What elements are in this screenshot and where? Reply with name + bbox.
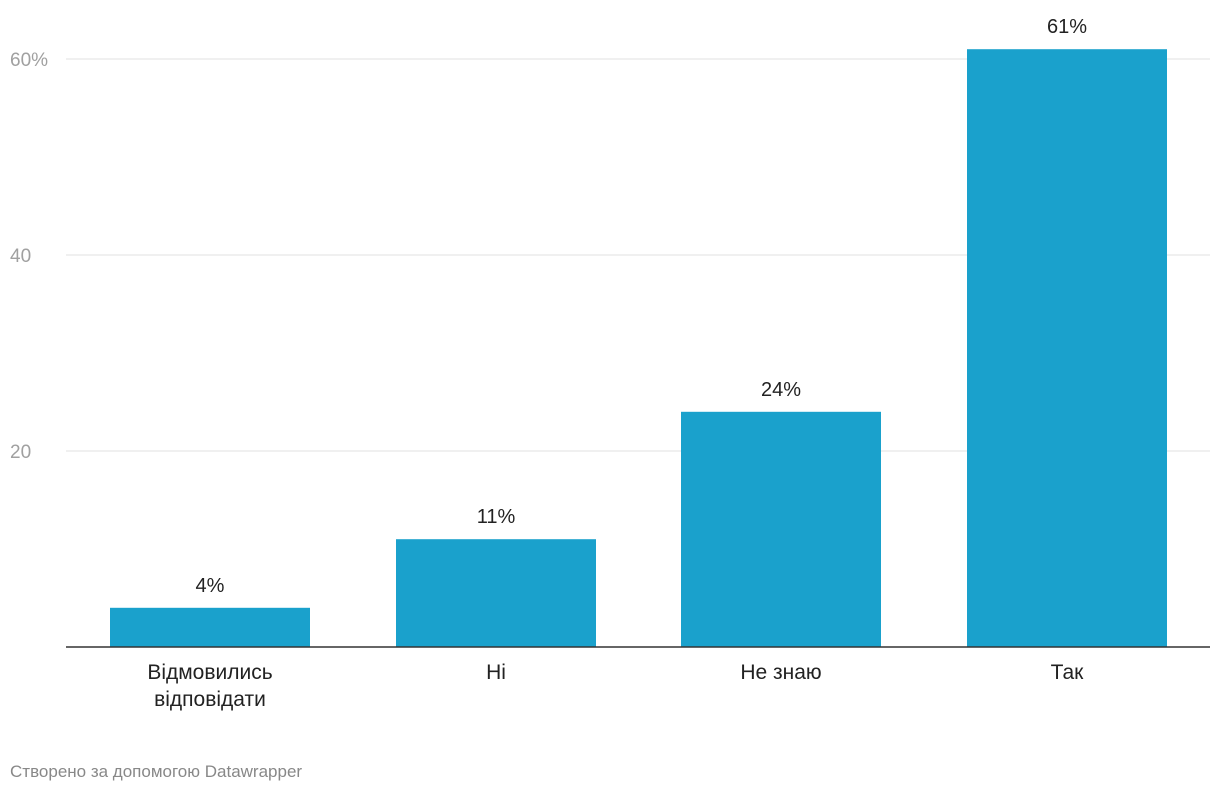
bar-value-label: 11%: [477, 506, 516, 528]
labels: 20 40 60% 4% Відмовились відповідати 11% Ні 24% Н…: [10, 16, 1087, 711]
y-tick-label: 60%: [10, 50, 48, 71]
x-category-label: Не знаю: [740, 661, 821, 684]
footer-credit: Створено за допомогою Datawrapper: [10, 762, 303, 781]
bar: [681, 411, 881, 647]
bar-value-label: 4%: [196, 575, 225, 597]
bar: [396, 539, 596, 647]
bar: [967, 49, 1167, 647]
x-category-label: Так: [1051, 661, 1085, 684]
bar: [110, 607, 310, 647]
bars: [110, 49, 1167, 647]
x-category-label: Ні: [486, 661, 506, 684]
bar-value-label: 61%: [1047, 16, 1087, 38]
x-category-label: відповідати: [154, 688, 266, 711]
bar-value-label: 24%: [761, 379, 801, 401]
y-tick-label: 40: [10, 246, 31, 267]
x-category-label: Відмовились: [147, 661, 272, 684]
y-tick-label: 20: [10, 442, 31, 463]
